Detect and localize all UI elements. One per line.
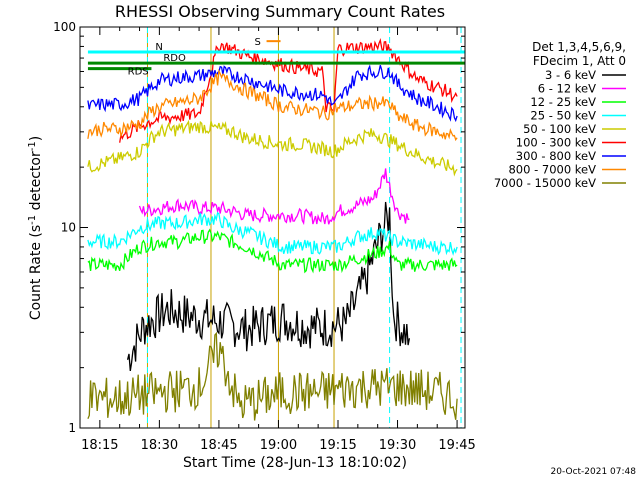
x-tick-label-4: 19:15 [319, 438, 356, 453]
y-axis-label-end: ) [28, 136, 44, 141]
legend-label-7: 800 - 7000 keV [508, 163, 596, 177]
series-line-1 [138, 168, 410, 226]
series-layer [87, 38, 458, 421]
y-axis: 1 10 100 [53, 20, 465, 435]
chart-title: RHESSI Observing Summary Count Rates [115, 2, 445, 21]
legend-label-4: 50 - 100 keV [523, 122, 596, 136]
x-tick-label-3: 19:00 [260, 438, 297, 453]
x-axis-label: Start Time (28-Jun-13 18:10:02) [183, 455, 407, 471]
legend-header-1: Det 1,3,4,5,6,9, [532, 40, 626, 54]
legend: Det 1,3,4,5,6,9, FDecim 1, Att 0 3 - 6 k… [494, 40, 626, 190]
rdo-flag-label: RDO [163, 53, 186, 64]
legend-label-2: 12 - 25 keV [530, 95, 596, 109]
y-axis-label-sup-2: -1 [27, 141, 38, 151]
x-tick-label-0: 18:15 [81, 438, 118, 453]
series-line-8 [87, 331, 458, 421]
legend-label-1: 6 - 12 keV [538, 82, 596, 96]
y-axis-label-sup: -1 [27, 215, 38, 225]
series-line-4 [87, 119, 458, 177]
legend-label-0: 3 - 6 keV [545, 68, 596, 82]
rds-flag-label: RDS [128, 67, 149, 78]
chart-marks [146, 27, 462, 428]
n-flag-label: N [155, 42, 162, 53]
y-axis-label-main: Count Rate (s [28, 225, 44, 320]
s-flag-label: S [255, 37, 261, 48]
y-axis-label-tail: detector [28, 151, 44, 215]
series-line-7 [87, 68, 458, 142]
y-tick-label-1: 10 [61, 221, 76, 235]
legend-label-3: 25 - 50 keV [530, 109, 596, 123]
y-axis-label: Count Rate (s-1 detector-1) [27, 136, 44, 320]
y-tick-label-0: 1 [68, 421, 76, 435]
legend-label-6: 300 - 800 keV [516, 149, 596, 163]
legend-label-5: 100 - 300 keV [516, 136, 596, 150]
x-tick-label-1: 18:30 [141, 438, 178, 453]
x-tick-label-6: 19:45 [438, 438, 475, 453]
date-stamp: 20-Oct-2021 07:48 [551, 467, 637, 477]
series-line-2 [87, 228, 458, 274]
series-line-0 [126, 201, 411, 371]
x-axis: 18:15 18:30 18:45 19:00 19:15 19:30 19:45 [79, 27, 476, 453]
legend-header-2: FDecim 1, Att 0 [533, 54, 626, 68]
x-tick-label-5: 19:30 [379, 438, 416, 453]
y-tick-label-2: 100 [53, 20, 76, 34]
legend-label-8: 7000 - 15000 keV [494, 176, 596, 190]
x-tick-label-2: 18:45 [200, 438, 237, 453]
plot-frame [79, 26, 466, 429]
series-line-6 [87, 64, 458, 123]
series-line-3 [87, 211, 458, 256]
